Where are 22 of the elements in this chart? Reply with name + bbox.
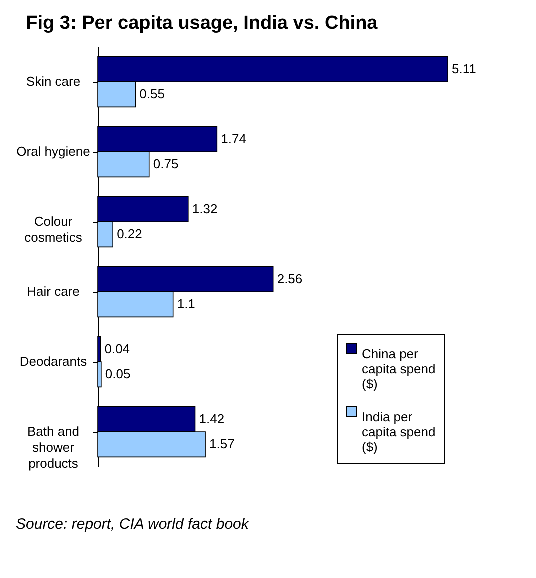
data-label: 1.74 — [221, 131, 246, 146]
data-label: 1.42 — [199, 411, 225, 426]
data-label: 5.11 — [452, 61, 476, 76]
legend-label: India per capita spend ($) — [362, 410, 436, 454]
y-tick-label: Bath and shower products — [27, 424, 80, 471]
data-label: 0.22 — [117, 226, 142, 242]
data-label: 0.55 — [140, 86, 165, 102]
y-tick-label: Hair care — [27, 284, 80, 299]
y-tick-label: Skin care — [26, 74, 81, 89]
data-label: 0.05 — [105, 366, 131, 382]
data-label: 1.57 — [210, 436, 235, 452]
y-tick-label: Deodarants — [20, 354, 88, 369]
source-note: Source: report, CIA world fact book — [16, 516, 249, 533]
y-tick-label: Oral hygiene — [16, 144, 90, 159]
y-tick-label: Colour cosmetics — [24, 214, 83, 245]
data-label: 1.1 — [177, 296, 196, 312]
data-label: 2.56 — [277, 271, 303, 286]
data-label: 0.75 — [153, 156, 179, 172]
data-label: 0.04 — [104, 341, 130, 356]
legend-label: China per capita spend ($) — [362, 346, 436, 392]
chart-title: Fig 3: Per capita usage, India vs. China — [26, 13, 378, 34]
data-label: 1.32 — [192, 201, 218, 216]
